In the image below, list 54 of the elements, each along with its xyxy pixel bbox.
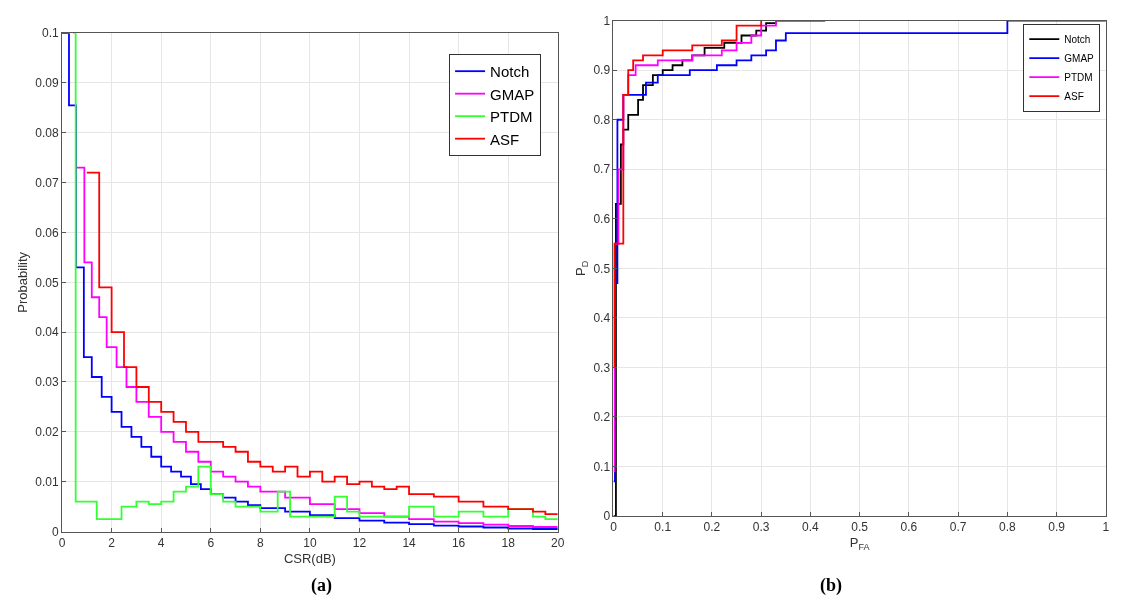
legend-label: PTDM [490,108,533,126]
x-tick-label: 0.3 [752,520,770,535]
y-tick-label: 0.01 [35,474,59,489]
y-tick-label: 0.04 [35,325,59,340]
y-tick-label: 0.8 [593,112,611,127]
y-tick-label: 1 [603,13,611,28]
legend-label: PTDM [1064,72,1093,84]
y-tick-label: 0 [603,509,611,524]
legend-label: ASF [1064,91,1084,103]
legend-label: GMAP [490,85,535,103]
x-tick-label: 0.8 [999,520,1017,535]
legend-label: Notch [490,63,530,81]
x-tick-label: 0.2 [703,520,721,535]
y-tick-label: 0.02 [35,425,59,440]
y-tick-label: 0.4 [593,311,611,326]
x-tick-label: 1 [1102,520,1110,535]
x-tick-label: 2 [108,535,116,550]
x-tick-label: 12 [352,535,367,550]
x-tick-label: 16 [451,535,466,550]
y-tick-label: 0.7 [593,162,611,177]
legend-label: GMAP [1064,53,1095,65]
y-tick-label: 0.05 [35,275,59,290]
x-tick-label: 8 [256,535,264,550]
y-tick-label: 0.9 [593,63,611,78]
x-tick-label: 0.4 [802,520,820,535]
y-tick-label: 0.2 [593,410,611,425]
y-tick-label: 0.3 [593,360,611,375]
x-tick-label: 0.9 [1048,520,1066,535]
text: (a) [311,575,332,596]
x-tick-label: 0.7 [949,520,967,535]
legend-label: Notch [1064,34,1091,46]
x-axis-title: CSR(dB) [283,550,336,566]
x-tick-label: 0.5 [851,520,869,535]
x-tick-label: 18 [501,535,516,550]
x-tick-label: 4 [157,535,165,550]
x-tick-label: 20 [551,535,565,550]
x-tick-label: 10 [303,535,317,550]
y-tick-label: 0.03 [35,375,59,390]
legend-label: ASF [490,130,520,148]
x-tick-label: 0.6 [900,520,918,535]
y-tick-label: 0.07 [35,175,59,190]
y-tick-label: 0.06 [35,225,59,240]
x-axis-title: P$_{FA}$ [849,535,871,552]
text: (b) [820,575,842,596]
y-tick-label: 0.5 [593,261,611,276]
y-tick-label: 0.08 [35,126,59,141]
y-tick-label: 0.1 [593,459,611,474]
y-tick-label: 0.6 [593,212,611,227]
y-axis-title: Probability [15,251,31,313]
x-tick-label: 14 [402,535,417,550]
y-tick-label: 0.09 [35,76,59,91]
y-tick-label: 0.1 [41,26,59,41]
x-tick-label: 6 [207,535,215,550]
x-tick-label: 0.1 [654,520,672,535]
